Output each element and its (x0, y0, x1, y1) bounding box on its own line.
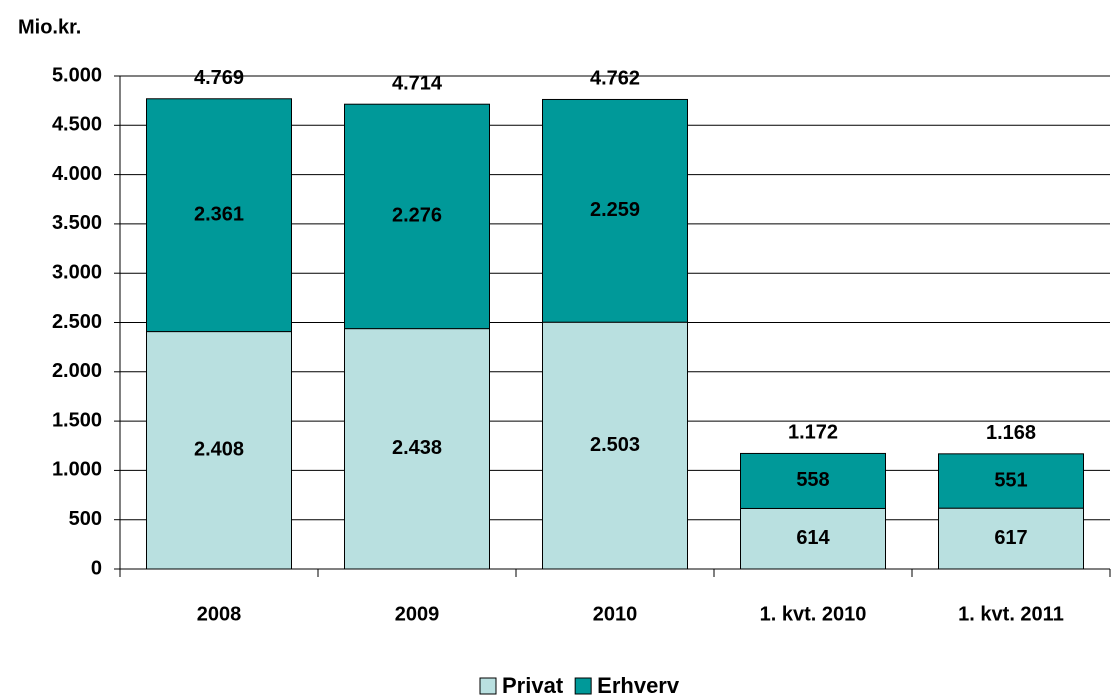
bar-segment (344, 328, 490, 570)
y-tick-label: 3.500 (52, 212, 102, 234)
y-tick-label: 1.500 (52, 409, 102, 431)
value-label: 551 (994, 469, 1027, 491)
value-label: 614 (796, 527, 830, 549)
value-label: 2.438 (392, 437, 442, 459)
value-label: 2.276 (392, 205, 442, 227)
value-label: 2.408 (194, 439, 244, 461)
legend-label: Privat (502, 673, 564, 698)
value-label: 2.259 (590, 199, 640, 221)
total-label: 4.769 (194, 67, 244, 89)
x-tick-label: 1. kvt. 2011 (958, 603, 1064, 625)
y-tick-label: 4.000 (52, 163, 102, 185)
y-tick-label: 3.000 (52, 261, 102, 283)
total-label: 1.172 (788, 422, 838, 444)
x-tick-label: 2008 (197, 603, 242, 625)
y-tick-label: 2.000 (52, 360, 102, 382)
bar-segment (146, 98, 292, 333)
bar-segment (938, 453, 1084, 509)
bar-segment (938, 507, 1084, 570)
value-label: 617 (994, 527, 1027, 549)
y-tick-label: 500 (69, 508, 102, 530)
x-tick-label: 2009 (395, 603, 440, 625)
y-tick-label: 4.500 (52, 114, 102, 136)
legend-swatch (574, 677, 592, 695)
bar-segment (740, 452, 886, 509)
total-label: 1.168 (986, 422, 1036, 444)
value-label: 558 (796, 469, 829, 491)
bar-segment (146, 331, 292, 570)
x-tick-label: 1. kvt. 2010 (760, 603, 867, 625)
bar-segment (344, 103, 490, 330)
total-label: 4.714 (392, 72, 443, 94)
value-label: 2.503 (590, 434, 640, 456)
x-tick-label: 2010 (593, 603, 638, 625)
legend-label: Erhverv (597, 673, 680, 698)
y-axis-label: Mio.kr. (18, 16, 81, 38)
bar-segment (542, 98, 688, 323)
y-tick-label: 2.500 (52, 311, 102, 333)
value-label: 2.361 (194, 203, 244, 225)
legend-swatch (479, 677, 497, 695)
bar-segment (740, 507, 886, 570)
y-tick-label: 5.000 (52, 64, 102, 86)
y-tick-label: 1.000 (52, 459, 102, 481)
total-label: 4.762 (590, 68, 640, 90)
y-tick-label: 0 (91, 557, 102, 579)
